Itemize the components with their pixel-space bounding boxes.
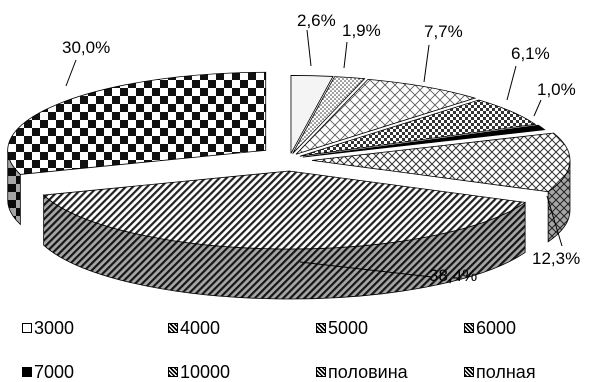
data-label-10000: 12,3%: [532, 249, 580, 268]
legend-label: 5000: [328, 318, 369, 338]
slice-shade-половина: [43, 195, 526, 299]
slice-4000: [292, 76, 366, 154]
data-label-6000: 6,1%: [511, 44, 550, 63]
legend-swatch: [22, 367, 32, 377]
legend-item-7000: 7000: [22, 362, 74, 382]
legend-item-4000: 4000: [168, 318, 220, 338]
slice-3000: [290, 75, 334, 154]
data-label-3000: 2,6%: [297, 11, 336, 30]
data-label-5000: 7,7%: [424, 22, 463, 41]
legend-item-половина: половина: [316, 362, 408, 382]
legend-item-6000: 6000: [464, 318, 516, 338]
data-label-половина: 38,4%: [429, 266, 477, 285]
legend-label: 6000: [476, 318, 517, 338]
slice-7000: [302, 124, 546, 158]
legend-label: 4000: [180, 318, 221, 338]
leader-line-3000: [306, 29, 312, 67]
slice-10000: [311, 132, 571, 193]
data-label-7000: 1,0%: [537, 80, 576, 99]
legend-item-полная: полная: [464, 362, 536, 382]
legend-label: половина: [328, 362, 408, 382]
legend-label: 10000: [180, 362, 231, 382]
slice-6000: [299, 99, 537, 157]
leader-line-половина: [299, 261, 433, 278]
leader-line-полная: [65, 59, 77, 87]
legend-swatch: [168, 323, 178, 333]
slice-5000: [295, 78, 477, 155]
legend-swatch: [22, 323, 32, 333]
leader-line-7000: [533, 99, 542, 117]
slice-shade-10000: [548, 160, 570, 242]
legend-item-3000: 3000: [22, 318, 74, 338]
slice-половина: [42, 170, 527, 250]
leader-line-10000: [546, 195, 563, 247]
leader-line-5000: [423, 44, 430, 83]
leader-line-6000: [506, 65, 517, 101]
legend-label: полная: [476, 362, 536, 382]
data-label-4000: 1,9%: [342, 21, 381, 40]
leader-line-4000: [343, 41, 348, 69]
legend-swatch: [316, 323, 326, 333]
legend-swatch: [464, 323, 474, 333]
slice-полная: [7, 71, 267, 175]
legend-item-5000: 5000: [316, 318, 368, 338]
legend-swatch: [168, 367, 178, 377]
slice-shade-полная: [7, 150, 21, 225]
legend-swatch: [464, 367, 474, 377]
legend-label: 7000: [34, 362, 75, 382]
legend-label: 3000: [34, 318, 75, 338]
legend-item-10000: 10000: [168, 362, 230, 382]
legend-swatch: [316, 367, 326, 377]
pie-chart: 2,6% 1,9% 7,7% 6,1% 1,0% 12,3% 38,4% 30,0%: [7, 11, 580, 300]
data-label-полная: 30,0%: [62, 38, 110, 57]
